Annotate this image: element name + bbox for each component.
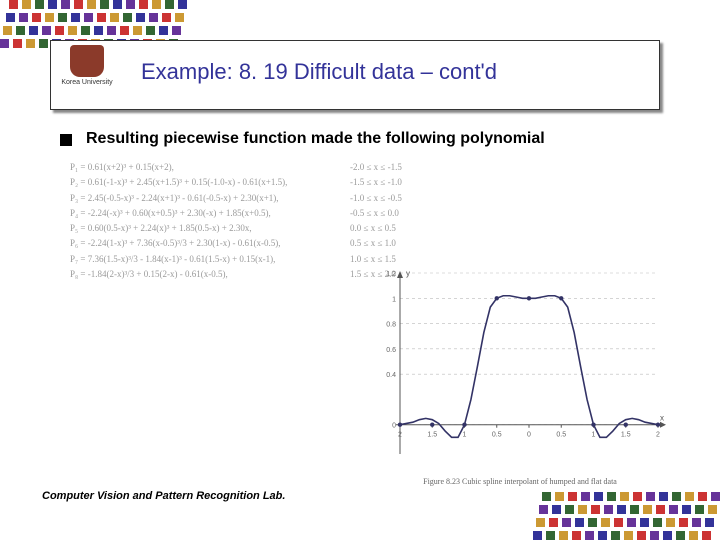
equation-range: 0.5 ≤ x ≤ 1.0 <box>350 236 470 251</box>
decor-top-left <box>0 0 200 40</box>
svg-text:1.2: 1.2 <box>386 271 396 278</box>
equation-range: 0.0 ≤ x ≤ 0.5 <box>350 221 470 236</box>
equation-lhs: P₂ = 0.61(-1-x)³ + 2.45(x+1.5)³ + 0.15(-… <box>70 175 350 190</box>
slide-title: Example: 8. 19 Difficult data – cont'd <box>141 59 497 85</box>
equation-lhs: P₆ = -2.24(1-x)³ + 7.36(x-0.5)³/3 + 2.30… <box>70 236 350 251</box>
bullet-icon <box>60 134 72 146</box>
shield-icon <box>70 45 104 77</box>
equation-lhs: P₁ = 0.61(x+2)³ + 0.15(x+2), <box>70 160 350 175</box>
equation-row: P₃ = 2.45(-0.5-x)³ - 2.24(x+1)³ - 0.61(-… <box>70 191 680 206</box>
svg-text:0.4: 0.4 <box>386 372 396 379</box>
equation-range: -0.5 ≤ x ≤ 0.0 <box>350 206 470 221</box>
svg-text:0: 0 <box>392 423 396 430</box>
equation-range: -1.5 ≤ x ≤ -1.0 <box>350 175 470 190</box>
svg-text:0.5: 0.5 <box>492 432 502 439</box>
svg-text:0: 0 <box>527 432 531 439</box>
equation-range: -1.0 ≤ x ≤ -0.5 <box>350 191 470 206</box>
svg-text:1.5: 1.5 <box>427 432 437 439</box>
bullet-item: Resulting piecewise function made the fo… <box>60 130 680 148</box>
equation-lhs: P₄ = -2.24(-x)³ + 0.60(x+0.5)³ + 2.30(-x… <box>70 206 350 221</box>
svg-text:2: 2 <box>398 432 402 439</box>
title-box: Korea University Example: 8. 19 Difficul… <box>50 40 660 110</box>
svg-text:0.5: 0.5 <box>556 432 566 439</box>
slide-body: Korea University Example: 8. 19 Difficul… <box>40 40 680 510</box>
svg-text:0.8: 0.8 <box>386 322 396 329</box>
spline-chart: 0 0.4 0.6 0.8 1 1.2 2 1.5 1 0.5 0 0.5 1 1.5 2 y x Figure… <box>370 265 670 485</box>
svg-text:1: 1 <box>592 432 596 439</box>
chart-caption: Figure 8.23 Cubic spline interpolant of … <box>370 477 670 486</box>
svg-text:0.6: 0.6 <box>386 347 396 354</box>
equation-lhs: P₃ = 2.45(-0.5-x)³ - 2.24(x+1)³ - 0.61(-… <box>70 191 350 206</box>
university-name: Korea University <box>57 79 117 86</box>
university-logo: Korea University <box>57 45 117 86</box>
equation-row: P₁ = 0.61(x+2)³ + 0.15(x+2),-2.0 ≤ x ≤ -… <box>70 160 680 175</box>
bullet-text: Resulting piecewise function made the fo… <box>86 130 545 148</box>
equation-lhs: P₈ = -1.84(2-x)³/3 + 0.15(2-x) - 0.61(x-… <box>70 267 350 282</box>
equation-row: P₅ = 0.60(0.5-x)³ + 2.24(x)³ + 1.85(0.5-… <box>70 221 680 236</box>
equation-row: P₂ = 0.61(-1-x)³ + 2.45(x+1.5)³ + 0.15(-… <box>70 175 680 190</box>
equation-row: P₆ = -2.24(1-x)³ + 7.36(x-0.5)³/3 + 2.30… <box>70 236 680 251</box>
equation-lhs: P₇ = 7.36(1.5-x)³/3 - 1.84(x-1)³ - 0.61(… <box>70 252 350 267</box>
equation-row: P₄ = -2.24(-x)³ + 0.60(x+0.5)³ + 2.30(-x… <box>70 206 680 221</box>
equation-lhs: P₅ = 0.60(0.5-x)³ + 2.24(x)³ + 1.85(0.5-… <box>70 221 350 236</box>
footer-text: Computer Vision and Pattern Recognition … <box>42 490 285 502</box>
chart-svg: 0 0.4 0.6 0.8 1 1.2 2 1.5 1 0.5 0 0.5 1 1.5 2 y x <box>370 265 670 470</box>
svg-text:2: 2 <box>656 432 660 439</box>
svg-text:1.5: 1.5 <box>621 432 631 439</box>
svg-text:x: x <box>660 414 664 423</box>
equation-range: -2.0 ≤ x ≤ -1.5 <box>350 160 470 175</box>
svg-text:1: 1 <box>392 296 396 303</box>
svg-text:y: y <box>406 269 410 278</box>
svg-text:1: 1 <box>463 432 467 439</box>
